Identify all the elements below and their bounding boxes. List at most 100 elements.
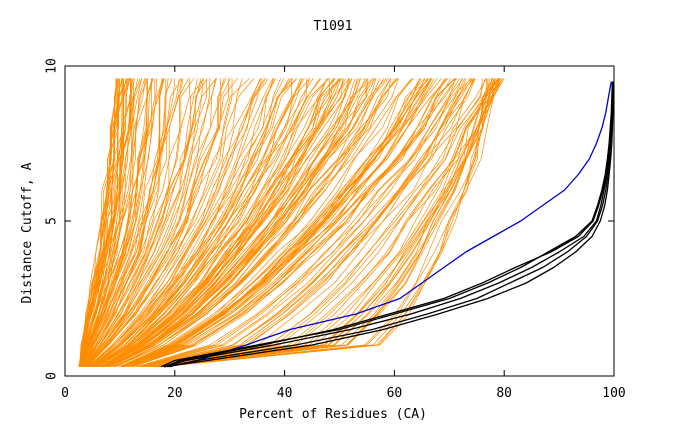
orange-model-curve bbox=[127, 78, 438, 368]
orange-model-curve bbox=[81, 78, 153, 367]
orange-model-curve bbox=[130, 78, 449, 368]
y-axis-label: Distance Cutoff, A bbox=[20, 162, 35, 303]
orange-model-curve bbox=[83, 78, 180, 367]
orange-model-curve bbox=[131, 78, 446, 368]
orange-model-curve bbox=[103, 78, 350, 368]
orange-model-curve bbox=[95, 78, 298, 367]
orange-model-curve bbox=[97, 78, 314, 367]
orange-model-curve bbox=[156, 78, 490, 368]
orange-model-curve bbox=[100, 78, 330, 367]
orange-model-curve bbox=[91, 78, 274, 367]
orange-model-curve bbox=[100, 78, 342, 368]
orange-model-curve bbox=[80, 78, 120, 367]
orange-model-curve bbox=[81, 78, 173, 367]
orange-model-curve bbox=[100, 78, 328, 368]
orange-model-curve bbox=[90, 78, 267, 367]
orange-model-curve bbox=[143, 78, 473, 368]
black-model-curve bbox=[163, 81, 615, 368]
orange-model-curve bbox=[83, 78, 202, 367]
orange-model-curve bbox=[80, 78, 153, 367]
orange-model-curve bbox=[93, 78, 282, 367]
x-tick-label: 80 bbox=[496, 386, 512, 401]
black-model-curve bbox=[164, 81, 614, 368]
x-tick-label: 0 bbox=[61, 386, 69, 401]
orange-model-curve bbox=[90, 78, 262, 367]
y-tick-label: 5 bbox=[45, 217, 60, 225]
orange-model-curve bbox=[125, 78, 426, 368]
orange-model-curve bbox=[97, 78, 308, 367]
orange-model-curve bbox=[159, 78, 500, 368]
orange-model-curve bbox=[81, 78, 148, 367]
orange-model-curve bbox=[143, 78, 476, 368]
orange-model-curve bbox=[103, 78, 346, 368]
series-lines bbox=[78, 78, 615, 368]
orange-model-curve bbox=[85, 78, 231, 367]
orange-model-curve bbox=[83, 78, 190, 367]
orange-model-curve bbox=[122, 78, 431, 368]
blue-model-curve bbox=[169, 81, 612, 368]
orange-model-curve bbox=[118, 78, 414, 368]
orange-model-curve bbox=[119, 78, 413, 368]
x-tick-label: 20 bbox=[167, 386, 183, 401]
orange-model-curve bbox=[112, 78, 392, 368]
orange-model-curve bbox=[81, 78, 182, 367]
x-tick-label: 60 bbox=[387, 386, 403, 401]
orange-model-curve bbox=[103, 78, 340, 368]
orange-model-curve bbox=[82, 78, 163, 367]
orange-model-curve bbox=[96, 78, 310, 367]
orange-model-curve bbox=[82, 78, 184, 367]
orange-model-curve bbox=[156, 78, 494, 368]
orange-model-curve bbox=[80, 78, 158, 367]
orange-model-curve bbox=[94, 78, 298, 367]
orange-model-curve bbox=[113, 78, 396, 368]
orange-model-curve bbox=[79, 78, 143, 367]
orange-model-curve bbox=[86, 78, 227, 367]
orange-model-curve bbox=[83, 78, 189, 367]
y-tick-label: 0 bbox=[45, 372, 60, 380]
orange-model-curve bbox=[147, 78, 476, 368]
orange-model-curve bbox=[95, 78, 303, 367]
orange-model-curve bbox=[79, 78, 135, 367]
orange-model-curve bbox=[107, 78, 366, 368]
orange-model-curve bbox=[121, 78, 428, 368]
axes: 0 20 40 60 80 100 0 5 10 bbox=[45, 58, 626, 401]
orange-model-curve bbox=[138, 78, 472, 368]
orange-model-curve bbox=[102, 78, 342, 368]
orange-model-curve bbox=[131, 78, 458, 368]
orange-model-curve bbox=[85, 78, 221, 367]
orange-model-curve bbox=[90, 78, 273, 367]
orange-model-curve bbox=[100, 78, 335, 367]
y-tick-label: 10 bbox=[45, 58, 60, 74]
orange-model-curve bbox=[120, 78, 413, 368]
orange-model-curve bbox=[154, 78, 492, 368]
x-tick-label: 100 bbox=[602, 386, 625, 401]
orange-model-curve bbox=[106, 78, 361, 368]
orange-model-curve bbox=[92, 78, 285, 367]
x-tick-label: 40 bbox=[277, 386, 293, 401]
orange-model-curve bbox=[138, 78, 464, 368]
orange-model-curve bbox=[81, 78, 148, 367]
chart-title: T1091 bbox=[313, 19, 352, 34]
orange-model-curve bbox=[110, 78, 387, 368]
orange-model-curve bbox=[103, 78, 340, 367]
orange-model-curve bbox=[135, 78, 456, 368]
orange-model-curve bbox=[98, 78, 321, 367]
orange-model-curve bbox=[162, 78, 505, 368]
orange-model-curve bbox=[149, 78, 486, 368]
orange-model-curve bbox=[85, 78, 211, 367]
orange-model-curve bbox=[80, 78, 132, 367]
orange-model-curve bbox=[84, 78, 208, 367]
orange-model-curve bbox=[85, 78, 233, 367]
x-axis-label: Percent of Residues (CA) bbox=[239, 407, 427, 422]
orange-model-curve bbox=[108, 78, 381, 368]
orange-model-curve bbox=[85, 78, 225, 367]
orange-model-curve bbox=[78, 78, 123, 367]
orange-model-curve bbox=[140, 78, 471, 368]
orange-model-curve bbox=[91, 78, 275, 367]
orange-model-curve bbox=[129, 78, 448, 368]
orange-model-curve bbox=[81, 78, 167, 367]
orange-model-curve bbox=[86, 78, 255, 367]
orange-model-curve bbox=[95, 78, 305, 367]
orange-model-curve bbox=[130, 78, 452, 368]
